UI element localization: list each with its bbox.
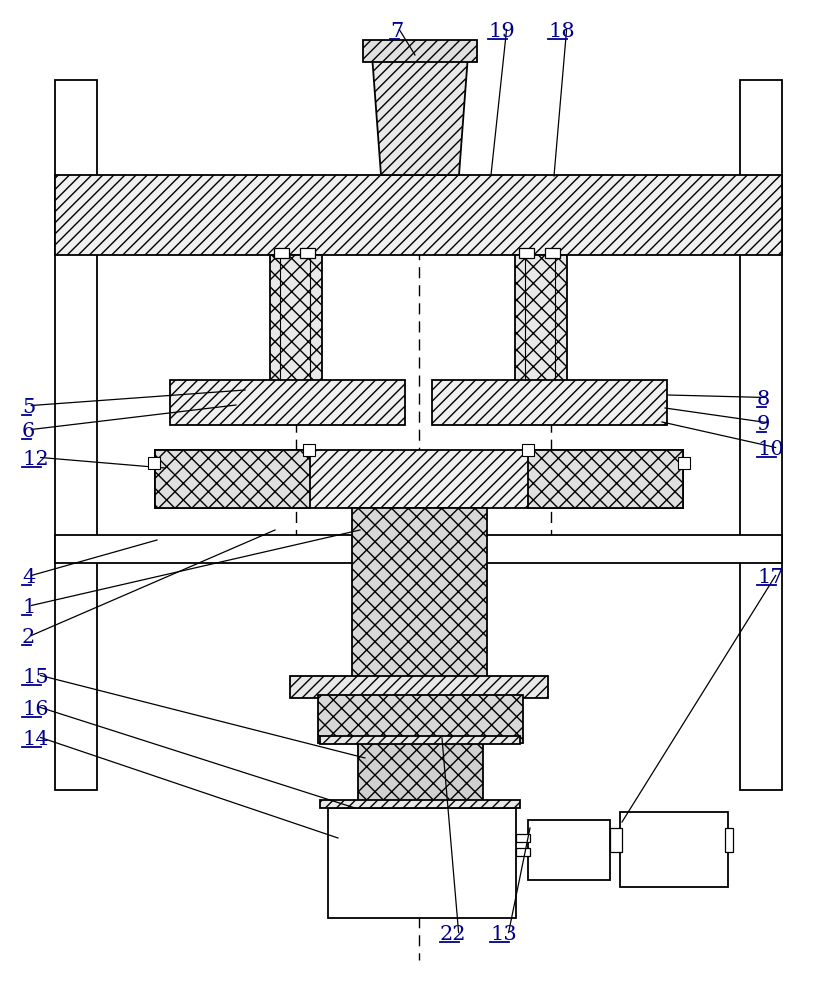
Polygon shape: [371, 55, 467, 175]
Bar: [528, 820, 609, 880]
Bar: [148, 457, 160, 469]
Text: 1: 1: [22, 598, 35, 617]
Text: 10: 10: [756, 440, 782, 459]
Bar: [319, 736, 519, 744]
Bar: [739, 80, 781, 790]
Bar: [352, 508, 487, 683]
Text: 22: 22: [440, 925, 466, 944]
Bar: [289, 676, 548, 698]
Bar: [518, 248, 533, 258]
Bar: [318, 695, 522, 743]
Text: 2: 2: [22, 628, 35, 647]
Bar: [55, 175, 781, 255]
Bar: [515, 848, 529, 856]
Bar: [155, 450, 309, 508]
Bar: [303, 444, 314, 456]
Bar: [724, 828, 732, 852]
Text: 18: 18: [548, 22, 574, 41]
Bar: [431, 380, 666, 425]
Bar: [528, 450, 682, 508]
Text: 15: 15: [22, 668, 48, 687]
Text: 4: 4: [22, 568, 35, 587]
Text: 5: 5: [22, 398, 35, 417]
Bar: [155, 450, 682, 508]
Bar: [677, 457, 689, 469]
Bar: [170, 380, 405, 425]
Bar: [328, 808, 515, 918]
Text: 7: 7: [390, 22, 403, 41]
Text: 14: 14: [22, 730, 48, 749]
Text: 6: 6: [22, 422, 35, 441]
Bar: [514, 255, 566, 385]
Text: 8: 8: [756, 390, 769, 409]
Bar: [55, 80, 97, 790]
Bar: [363, 40, 477, 62]
Bar: [515, 834, 529, 842]
Bar: [55, 535, 781, 563]
Text: 12: 12: [22, 450, 48, 469]
Bar: [273, 248, 288, 258]
Text: 16: 16: [22, 700, 48, 719]
Bar: [358, 738, 482, 803]
Bar: [319, 800, 519, 808]
Bar: [619, 812, 727, 887]
Text: 13: 13: [489, 925, 516, 944]
Bar: [299, 248, 314, 258]
Text: 9: 9: [756, 415, 769, 434]
Bar: [544, 248, 559, 258]
Text: 17: 17: [756, 568, 782, 587]
Bar: [270, 255, 322, 385]
Bar: [609, 828, 621, 852]
Text: 19: 19: [487, 22, 514, 41]
Bar: [522, 444, 533, 456]
